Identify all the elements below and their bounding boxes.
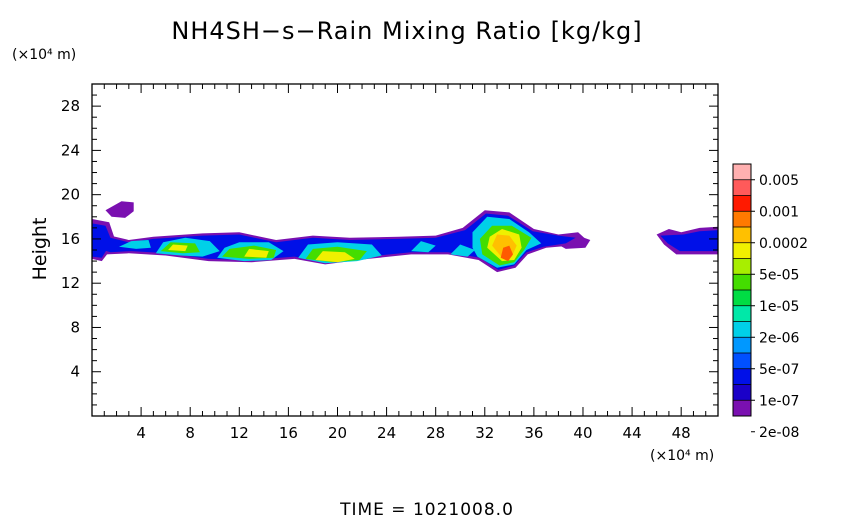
y-tick-label: 4 (70, 363, 80, 381)
colorbar-swatch (733, 337, 751, 354)
cloud-contour-blue-1 (92, 223, 111, 258)
cloud-contour-yellow-0 (168, 244, 188, 252)
colorbar-label: 0.005 (759, 173, 799, 189)
cloud-contour-cyan-5 (450, 244, 475, 257)
colorbar-swatch (733, 227, 751, 244)
x-axis-unit: (×10⁴ m) (650, 448, 714, 464)
colorbar-label: 2e-06 (759, 330, 799, 346)
y-axis-unit: (×10⁴ m) (12, 47, 76, 63)
colorbar-label: 5e-05 (759, 267, 799, 283)
colorbar-swatch (733, 179, 751, 196)
x-tick-label: 12 (230, 424, 249, 442)
y-tick-label: 28 (61, 97, 80, 115)
colorbar-swatch (733, 368, 751, 385)
colorbar-swatch (733, 400, 751, 417)
x-tick-label: 20 (328, 424, 347, 442)
colorbar-swatch (733, 290, 751, 307)
y-tick-label: 8 (70, 318, 80, 336)
y-tick-labels: 4 8 12 16 20 24 28 (61, 97, 80, 381)
cloud-field (92, 201, 718, 273)
colorbar-swatch (733, 305, 751, 322)
colorbar-swatch (733, 353, 751, 370)
cloud-contour-blue-2 (660, 230, 718, 252)
colorbar-swatch (733, 164, 751, 181)
x-tick-label: 8 (185, 424, 195, 442)
cloud-contour-base-4 (556, 235, 591, 249)
cloud-contour-base-2 (105, 201, 134, 218)
colorbar-swatch (733, 195, 751, 212)
x-tick-label: 40 (573, 424, 592, 442)
colorbar-label: 5e-07 (759, 362, 799, 378)
x-tick-label: 36 (524, 424, 543, 442)
y-tick-label: 20 (61, 186, 80, 204)
colorbar-swatch (733, 242, 751, 259)
x-tick-label: 16 (279, 424, 298, 442)
y-tick-label: 16 (61, 230, 80, 248)
colorbar-label: 1e-07 (759, 393, 799, 409)
cloud-contour-blue-0 (95, 213, 576, 270)
chart-title: NH4SH−s−Rain Mixing Ratio [kg/kg] (171, 17, 642, 45)
x-tick-label: 48 (672, 424, 691, 442)
colorbar-label: 2e-08 (759, 425, 799, 441)
colorbar-swatch (733, 274, 751, 291)
x-tick-label: 32 (475, 424, 494, 442)
colorbar-label: 1e-05 (759, 299, 799, 315)
colorbar: 0.005 0.001 0.0002 5e-05 1e-05 2e-06 5e-07 1e-0… (732, 163, 808, 441)
colorbar-label: 0.0002 (759, 236, 808, 252)
cloud-contour-cyan-0 (119, 240, 151, 249)
x-tick-label: 28 (426, 424, 445, 442)
y-tick-label: 12 (61, 274, 80, 292)
x-tick-label: 44 (623, 424, 642, 442)
cloud-contour-yellow-1 (244, 248, 269, 258)
axis-ticks (92, 84, 718, 416)
cloud-contour-red-0 (500, 245, 513, 262)
colorbar-label: 0.001 (759, 204, 799, 220)
colorbar-swatch (733, 258, 751, 275)
cloud-contour-cyan-4 (411, 241, 436, 253)
y-axis-label: Height (29, 218, 51, 281)
x-tick-label: 4 (136, 424, 146, 442)
time-label: TIME = 1021008.0 (339, 500, 514, 519)
colorbar-swatch (733, 211, 751, 228)
x-tick-labels: 4 8 12 16 20 24 28 32 36 40 44 48 (136, 424, 690, 442)
x-tick-label: 24 (377, 424, 396, 442)
y-tick-label: 24 (61, 141, 80, 159)
colorbar-frame (732, 163, 752, 417)
cloud-contour-yellow-2 (315, 251, 355, 263)
colorbar-swatch (733, 321, 751, 338)
colorbar-swatch (733, 384, 751, 401)
